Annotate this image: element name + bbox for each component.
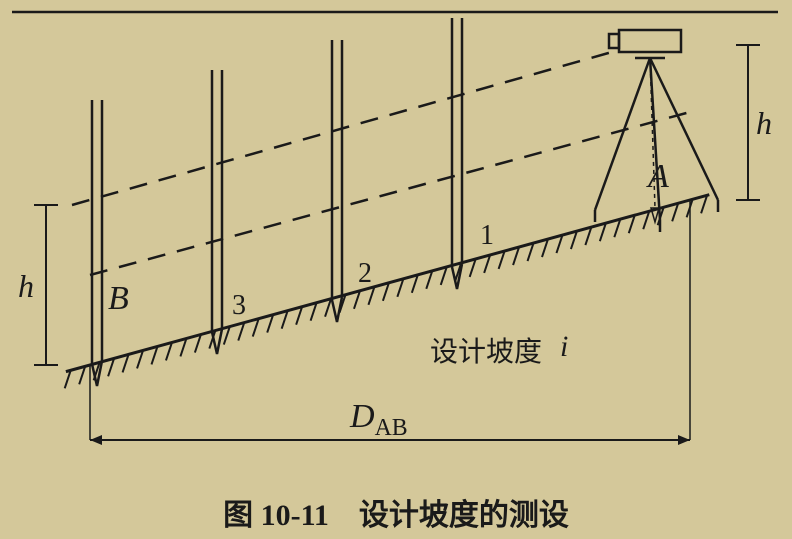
label-3: 3: [232, 290, 246, 322]
label-2: 2: [358, 258, 372, 290]
label-1: 1: [480, 220, 494, 252]
label-B: B: [108, 280, 129, 318]
figure-caption: 图 10-11 设计坡度的测设: [0, 490, 792, 534]
label-h-left: h: [18, 268, 34, 305]
caption-body: 设计坡度的测设: [359, 499, 569, 532]
caption-prefix: 图 10-11: [223, 499, 329, 532]
label-slope: 设计坡度: [430, 330, 542, 370]
label-A: A: [648, 158, 669, 196]
slope-diagram: [0, 0, 792, 539]
label-D: DAB: [350, 398, 408, 442]
label-h-right: h: [756, 105, 772, 142]
label-slope-i: i: [560, 330, 568, 364]
